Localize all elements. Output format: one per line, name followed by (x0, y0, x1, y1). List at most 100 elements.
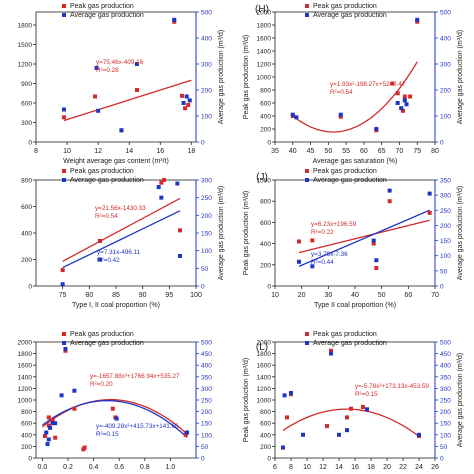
x-tick-label: 0.4 (89, 464, 99, 471)
peak-point (82, 445, 87, 450)
left-y-tick-label: 600 (260, 421, 271, 428)
legend-average-label: Average gas production (313, 340, 387, 347)
average-point (48, 425, 53, 430)
x-tick-label: 95 (165, 292, 173, 299)
peak-fit-r2: R²=0.22 (311, 229, 334, 236)
right-y-tick-label: 350 (440, 374, 451, 381)
left-y-axis-label: Peak gas production (m³/d) (243, 35, 250, 119)
right-y-tick-label: 200 (440, 88, 451, 95)
x-tick-label: 26 (431, 464, 439, 471)
legend-peak-marker (62, 332, 66, 336)
peak-point (371, 241, 376, 246)
peak-fit-equation: y=-1657.88x²+1766.94x+535.27 (90, 373, 180, 380)
left-y-tick-label: 1200 (18, 62, 33, 69)
left-y-tick-label: 900 (21, 81, 32, 88)
left-y-tick-label: 0 (267, 140, 271, 147)
peak-point (159, 180, 164, 185)
average-point (289, 391, 293, 396)
legend-average-marker (62, 13, 66, 17)
peak-point (297, 239, 301, 244)
right-y-axis-label: Average gas production (m³/d) (457, 186, 464, 280)
x-tick-label: 10 (271, 292, 279, 299)
left-y-tick-label: 1800 (18, 351, 33, 358)
peak-point (183, 106, 188, 111)
average-point (94, 65, 99, 70)
average-point (365, 407, 369, 412)
average-point (72, 388, 77, 393)
average-point (290, 112, 295, 117)
peak-point (390, 81, 395, 86)
x-tick-label: 85 (112, 292, 120, 299)
right-y-tick-label: 250 (201, 398, 212, 405)
average-point (404, 102, 409, 107)
peak-point (349, 406, 353, 411)
average-fit-equation: y=7.31x-496.11 (97, 249, 141, 256)
plot-frame (274, 341, 436, 459)
peak-point (162, 178, 166, 182)
legend-average-label: Average gas production (70, 177, 144, 184)
left-y-tick-label: 400 (260, 432, 271, 439)
average-point (114, 416, 119, 421)
x-tick-label: 75 (413, 148, 421, 155)
right-y-tick-label: 100 (440, 432, 451, 439)
x-tick-label: 40 (289, 148, 297, 155)
left-y-tick-label: 1000 (257, 75, 272, 82)
left-y-tick-label: 200 (260, 127, 271, 134)
right-y-tick-label: 400 (440, 363, 451, 370)
peak-point (46, 423, 51, 428)
average-point (50, 421, 55, 426)
peak-point (374, 265, 379, 270)
left-y-tick-label: 200 (21, 257, 32, 264)
average-point (172, 17, 177, 22)
legend-peak-marker (62, 169, 66, 173)
x-tick-label: 14 (125, 148, 133, 155)
peak-point (53, 435, 58, 440)
legend-peak-label: Peak gas production (70, 3, 134, 10)
average-fit-line (298, 209, 430, 267)
average-point (402, 98, 407, 103)
x-tick-label: 22 (399, 464, 407, 471)
average-point (301, 432, 305, 437)
peak-fit-r2: R²=0.28 (96, 67, 119, 74)
right-y-tick-label: 50 (201, 444, 209, 451)
average-point (178, 253, 182, 258)
peak-point (50, 418, 55, 423)
x-axis-label: Average gas saturation (%) (313, 158, 398, 165)
peak-point (310, 238, 315, 243)
peak-fit-equation: y=75.46x-409.16 (96, 59, 144, 66)
legend-peak-label: Peak gas production (313, 331, 377, 338)
right-y-axis-label: Average gas production (m³/d) (457, 353, 464, 447)
peak-point (183, 432, 188, 437)
left-y-tick-label: 600 (260, 101, 271, 108)
x-tick-label: 55 (342, 148, 350, 155)
peak-fit-line (282, 408, 420, 437)
right-y-tick-label: 250 (440, 398, 451, 405)
average-point (63, 346, 68, 351)
panel-letter: (J) (256, 172, 268, 183)
peak-fit-line (292, 61, 418, 133)
x-tick-label: 8 (289, 464, 293, 471)
average-point (181, 101, 186, 105)
left-y-tick-label: 0 (267, 456, 271, 463)
peak-point (178, 228, 182, 233)
left-y-tick-label: 1800 (257, 351, 272, 358)
right-y-tick-label: 200 (201, 88, 212, 95)
x-tick-label: 35 (271, 148, 279, 155)
x-tick-label: 60 (404, 292, 412, 299)
average-point (59, 393, 64, 398)
peak-point (134, 88, 139, 92)
average-point (415, 17, 420, 22)
left-y-tick-label: 400 (21, 231, 32, 238)
left-y-tick-label: 2000 (18, 340, 33, 347)
average-point (329, 351, 333, 356)
right-y-tick-label: 0 (440, 140, 444, 147)
peak-fit-equation: y=6.23x+196.59 (311, 221, 357, 228)
average-point (345, 428, 349, 433)
right-y-tick-label: 500 (201, 10, 212, 17)
peak-point (361, 404, 365, 409)
panel-g: 8 10 12 14 16 18 0 300 600 900 1200 1500 1800 0 100 200… (18, 3, 225, 165)
right-y-tick-label: 0 (440, 456, 444, 463)
average-point (175, 181, 180, 186)
average-point (281, 445, 285, 450)
